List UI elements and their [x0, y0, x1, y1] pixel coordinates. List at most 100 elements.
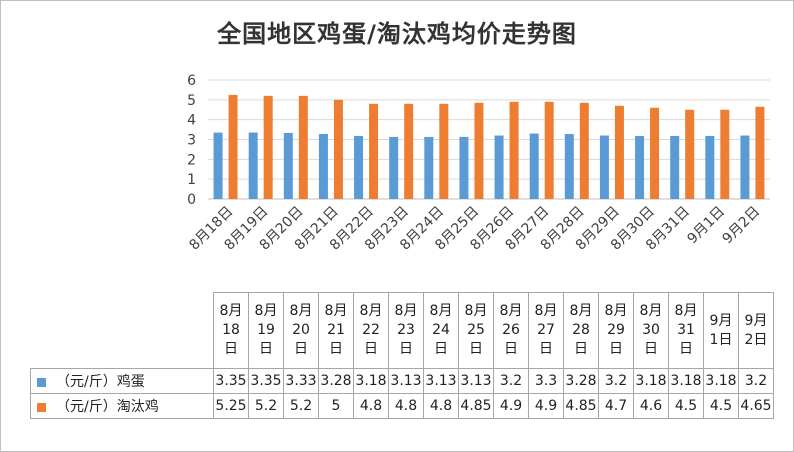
x-tick-label: 9月2日 [720, 204, 764, 248]
header-line: 8月 [429, 303, 453, 319]
bar-egg [705, 135, 715, 199]
x-axis: 8月18日8月19日8月20日8月21日8月22日8月23日8月24日8月25日… [186, 204, 763, 254]
data-table-cell: 4.5 [703, 393, 739, 419]
data-table-header-cell: 9月 2日 [738, 292, 774, 369]
x-tick-label: 9月1日 [684, 204, 728, 248]
header-line: 30 [642, 322, 660, 338]
y-tick-label: 3 [187, 133, 196, 149]
data-table-cell: 3.2 [598, 368, 634, 394]
data-table-cell: 3.13 [423, 368, 459, 394]
bar-hen [720, 109, 730, 199]
bar-egg [213, 132, 223, 199]
data-table-cell: 3.3 [528, 368, 564, 394]
bar-egg [599, 135, 609, 199]
bar-hen [544, 101, 554, 199]
data-table-corner [31, 293, 214, 369]
header-line: 26 [502, 322, 520, 338]
bar-hen [474, 102, 484, 199]
header-line: 8月 [499, 303, 523, 319]
bar-egg [283, 132, 293, 199]
data-table-header-cell: 8月 28 日 [563, 292, 599, 369]
data-table-cell: 4.8 [423, 393, 459, 419]
header-line: 21 [327, 322, 345, 338]
data-table-cell: 3.18 [353, 368, 389, 394]
y-tick-label: 1 [187, 172, 196, 188]
legend-entry: （元/斤）淘汰鸡 [30, 393, 214, 419]
bar-hen [228, 94, 238, 199]
bar-egg [529, 133, 539, 199]
data-table-header-cell: 8月 25 日 [458, 292, 494, 369]
header-line: 日 [434, 341, 448, 357]
data-table-header-row: 8月 18 日 8月 19 日 8月 20 日 8月 21 日 8月 22 日 8月 23 日 8月 24 日 8月 25 日… [31, 292, 774, 369]
y-axis: 0 1 2 3 4 5 6 [187, 73, 196, 208]
header-line: 8月 [464, 303, 488, 319]
header-line: 8月 [569, 303, 593, 319]
header-line: 日 [679, 341, 693, 357]
data-table-cell: 3.28 [563, 368, 599, 394]
header-line: 29 [607, 322, 625, 338]
data-table-header-cell: 8月 30 日 [633, 292, 669, 369]
header-line: 日 [644, 341, 658, 357]
data-table-row-egg: （元/斤）鸡蛋 3.35 3.35 3.33 3.28 3.18 3.13 3.13 3.13 3… [30, 368, 774, 394]
header-line: 8月 [534, 303, 558, 319]
header-line: 日 [294, 341, 308, 357]
header-line: 日 [469, 341, 483, 357]
bar-egg [564, 133, 574, 199]
header-line: 2日 [744, 331, 768, 348]
data-table-cell: 4.7 [598, 393, 634, 419]
data-table-header-cell: 8月 21 日 [318, 292, 354, 369]
header-line: 8月 [394, 303, 418, 319]
header-line: 日 [574, 341, 588, 357]
data-table-cell: 3.13 [458, 368, 494, 394]
bar-egg [494, 135, 504, 199]
header-line: 日 [609, 341, 623, 357]
header-line: 9月 [709, 312, 733, 329]
bar-hen [333, 99, 343, 199]
data-table-cell: 5 [318, 393, 354, 419]
header-line: 24 [432, 322, 450, 338]
y-tick-label: 2 [187, 152, 196, 168]
data-table-cell: 3.18 [633, 368, 669, 394]
data-table-cell: 3.33 [283, 368, 319, 394]
header-line: 23 [397, 322, 415, 338]
header-line: 31 [677, 322, 695, 338]
data-table-cell: 4.9 [493, 393, 529, 419]
data-table: 8月 18 日 8月 19 日 8月 20 日 8月 21 日 8月 22 日 8月 23 日 8月 24 日 8月 25 日… [30, 292, 774, 419]
header-line: 22 [362, 322, 380, 338]
header-line: 1日 [709, 331, 733, 348]
header-line: 8月 [219, 303, 243, 319]
data-table-cell: 3.35 [213, 368, 249, 394]
bar-hen [298, 95, 308, 199]
data-table-header-cell: 8月 27 日 [528, 292, 564, 369]
header-line: 8月 [604, 303, 628, 319]
data-table-header-cell: 8月 19 日 [248, 292, 284, 369]
data-table-header-cell: 8月 20 日 [283, 292, 319, 369]
bar-hen [263, 95, 273, 199]
header-line: 25 [467, 322, 485, 338]
bar-hen [614, 105, 624, 199]
legend-swatch [37, 402, 46, 412]
header-line: 8月 [639, 303, 663, 319]
bar-egg [459, 136, 469, 199]
bars [213, 94, 765, 199]
y-tick-label: 4 [187, 113, 196, 129]
legend-swatch [37, 377, 46, 387]
header-line: 日 [329, 341, 343, 357]
bar-egg [670, 135, 680, 199]
data-table-header-cell: 9月 1日 [703, 292, 739, 369]
bar-hen [369, 103, 379, 199]
data-table-cell: 5.2 [283, 393, 319, 419]
legend-entry: （元/斤）鸡蛋 [30, 368, 214, 394]
bar-egg [248, 132, 258, 199]
data-table-cell: 5.2 [248, 393, 284, 419]
bar-egg [424, 136, 434, 199]
data-table-cell: 3.13 [388, 368, 424, 394]
bar-hen [509, 101, 519, 199]
data-table-cell: 5.25 [213, 393, 249, 419]
header-line: 8月 [674, 303, 698, 319]
header-line: 28 [572, 322, 590, 338]
header-line: 8月 [254, 303, 278, 319]
chart-title: 全国地区鸡蛋/淘汰鸡均价走势图 [217, 20, 577, 48]
y-tick-label: 0 [187, 192, 196, 208]
y-tick-label: 5 [187, 93, 196, 109]
